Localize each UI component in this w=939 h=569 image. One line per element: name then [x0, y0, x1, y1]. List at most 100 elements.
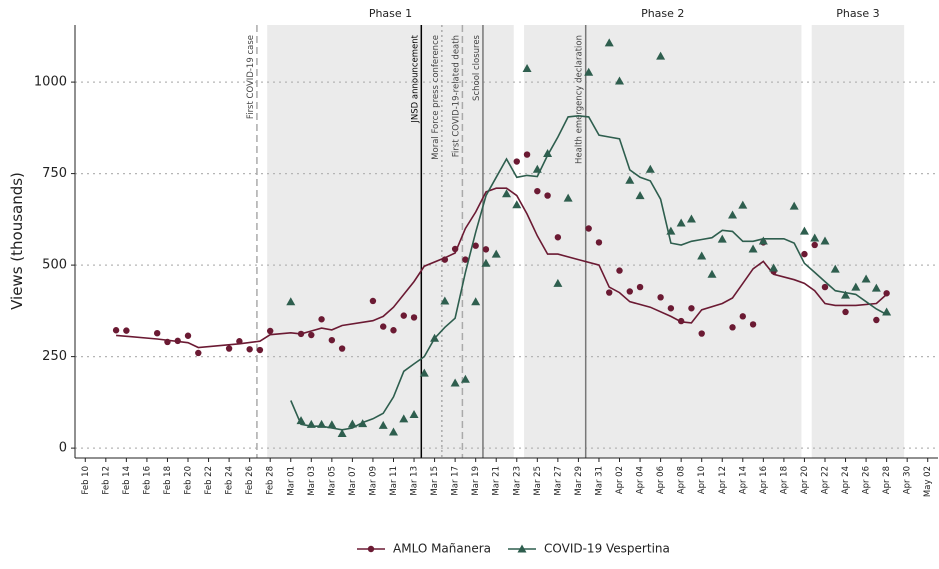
data-point: [688, 305, 695, 312]
x-tick-label: Apr 02: [615, 466, 625, 494]
data-point: [123, 327, 130, 334]
x-tick-label: Mar 31: [594, 466, 604, 496]
data-point: [728, 210, 738, 219]
data-point: [553, 278, 563, 287]
data-point: [801, 250, 808, 258]
data-point: [297, 330, 305, 338]
data-point: [399, 414, 409, 423]
x-tick-label: Apr 14: [738, 466, 748, 494]
data-point: [390, 327, 397, 334]
data-point: [635, 191, 645, 200]
data-point: [820, 236, 830, 245]
data-point: [164, 338, 171, 346]
x-tick-label: Mar 01: [286, 466, 296, 496]
legend-item: COVID-19 Vespertina: [508, 542, 670, 556]
data-point: [347, 419, 357, 428]
data-point: [615, 76, 625, 85]
data-point: [821, 283, 829, 291]
event-label: School closures: [472, 34, 482, 101]
data-point: [337, 428, 347, 437]
x-tick-label: Mar 19: [471, 466, 481, 496]
legend-label: COVID-19 Vespertina: [544, 542, 670, 556]
x-tick-label: Mar 23: [512, 466, 522, 496]
data-point: [873, 316, 880, 324]
y-tick-label: 0: [59, 441, 67, 456]
x-tick-label: Apr 30: [903, 466, 913, 494]
phase-label: Phase 1: [369, 7, 412, 20]
data-point: [789, 201, 799, 210]
y-tick-label: 750: [42, 166, 67, 181]
data-point: [636, 283, 644, 291]
data-point: [595, 239, 603, 246]
data-point: [738, 200, 748, 209]
x-tick-label: Feb 18: [163, 466, 173, 495]
data-point: [491, 249, 501, 258]
data-point: [830, 264, 840, 273]
x-tick-label: Mar 17: [451, 466, 461, 496]
x-tick-label: Apr 24: [841, 466, 851, 494]
data-point: [286, 297, 296, 306]
data-point: [584, 67, 594, 76]
data-point: [513, 158, 520, 165]
x-tick-label: Feb 20: [184, 466, 194, 495]
data-point: [697, 251, 707, 260]
x-tick-label: Apr 10: [697, 466, 707, 494]
data-point: [267, 327, 274, 335]
x-tick-label: Apr 18: [779, 466, 789, 494]
data-point: [667, 305, 675, 312]
data-point: [656, 51, 666, 60]
x-tick-label: Feb 14: [122, 466, 132, 495]
data-point: [729, 324, 736, 331]
data-point: [748, 244, 758, 253]
y-tick-label: 500: [42, 258, 67, 273]
data-point: [616, 267, 623, 274]
x-tick-label: Mar 09: [368, 466, 378, 496]
x-tick-label: Mar 11: [389, 466, 399, 496]
data-point: [739, 313, 746, 320]
data-point: [769, 263, 779, 272]
data-point: [871, 283, 881, 292]
event-label: JNSD announcement: [410, 34, 420, 123]
x-tick-label: Mar 05: [327, 466, 337, 496]
event-label: First COVID-19-related death: [451, 35, 461, 157]
data-point: [462, 256, 469, 263]
x-tick-label: Apr 06: [656, 466, 666, 494]
data-point: [441, 256, 449, 263]
data-point: [195, 349, 202, 357]
data-point: [522, 64, 532, 73]
data-point: [380, 323, 387, 330]
legend-marker: [517, 544, 527, 553]
data-point: [306, 419, 316, 428]
legend-item: AMLO Mañanera: [357, 542, 491, 556]
data-point: [410, 314, 418, 321]
data-point: [450, 378, 460, 387]
x-tick-label: Feb 24: [225, 466, 235, 495]
y-axis-title: Views (thousands): [8, 172, 26, 310]
data-point: [749, 321, 757, 328]
data-point: [308, 331, 315, 339]
data-point: [153, 329, 161, 337]
data-point: [256, 346, 264, 354]
x-tick-label: Feb 28: [266, 466, 276, 495]
event-label: Health emergency declaration: [575, 35, 585, 164]
data-point: [534, 187, 541, 195]
trend-line: [290, 114, 887, 431]
data-point: [327, 420, 337, 429]
data-point: [400, 312, 407, 319]
legend-marker: [367, 545, 375, 553]
x-tick-label: Mar 27: [553, 466, 563, 496]
data-point: [184, 332, 192, 339]
data-point: [543, 148, 553, 157]
legend-label: AMLO Mañanera: [393, 542, 491, 556]
data-point: [246, 346, 253, 353]
data-point: [512, 200, 522, 209]
data-point: [338, 345, 346, 352]
x-tick-label: Apr 26: [862, 466, 872, 494]
data-point: [666, 226, 676, 235]
data-point: [677, 317, 685, 325]
x-tick-label: Apr 16: [759, 466, 769, 494]
data-point: [563, 193, 573, 202]
data-point: [811, 241, 818, 249]
y-tick-label: 250: [42, 349, 67, 364]
